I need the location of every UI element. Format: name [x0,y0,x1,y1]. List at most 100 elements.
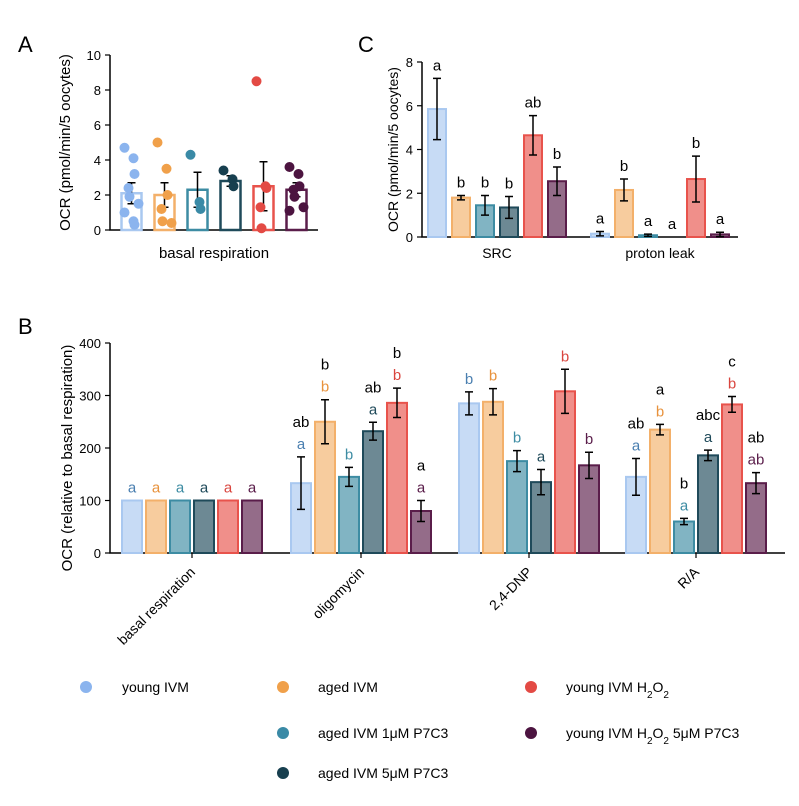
panel-b-bar [169,499,191,554]
panel-a-data-point [124,191,135,202]
panel-b-significance-label-black: ab [365,379,382,396]
panel-b-bar [697,454,719,555]
panel-b-significance-label-black: b [680,475,688,492]
panel-b-x-tick-label: 2,4-DNP [486,564,535,613]
panel-c-significance-label: b [505,176,513,193]
panel-a-x-axis-label: basal respiration [159,245,269,262]
panel-b-significance-label-black: c [728,354,736,371]
panel-b-significance-label-colored: a [632,438,641,455]
panel-b-significance-label-colored: b [321,379,329,396]
legend-label-young-h2o2-5um-sub1: 2 [647,736,653,747]
panel-label-a: A [18,32,33,57]
panel-b-significance-label-colored: ab [748,452,765,469]
panel-a-data-point [256,223,267,234]
panel-a-data-point [293,169,304,179]
panel-a-data-point [133,198,144,209]
panel-c-significance-label: ab [525,95,542,112]
panel-a-data-point [228,181,239,192]
panel-c-error-bar [529,114,537,156]
panel-c-error-bar [716,231,724,238]
panel-c-significance-label: b [620,158,628,175]
panel-b-error-bar [417,499,425,523]
panel-c-error-bar [505,195,513,220]
panel-b-significance-label-black: ab [628,416,645,433]
panel-b-bar [458,402,480,554]
legend-label-aged-1um: aged IVM 1μM P7C3 [318,725,448,741]
panel-c-significance-label: a [716,211,725,228]
panel-b-error-bar [513,449,521,473]
panel-b-bar [145,499,167,554]
panel-b-bar [217,499,239,554]
panel-b-significance-label-black: ab [293,414,310,431]
panel-c-significance-label: a [644,213,653,230]
panel-b-significance-label-black: a [656,381,665,398]
panel-a-chart: OCR (pmol/min/5 oocytes) basal respirati… [57,48,318,262]
panel-b-significance-label-colored: a [704,429,713,446]
panel-b-error-bar [632,457,640,496]
panel-b-error-bar [393,387,401,419]
legend: young IVM aged IVM young IVM H2O2 aged I… [80,679,739,781]
legend-label-young-h2o2-5um-part3: 5μM P7C3 [669,725,740,741]
panel-a-data-point [123,183,134,193]
panel-b-significance-label-colored: a [297,436,306,453]
panel-b-error-bar [345,466,353,488]
panel-b-significance-label-colored: b [513,430,521,447]
panel-b-bar [241,499,263,554]
legend-marker-young-ivm [80,681,92,693]
panel-b-error-bar [656,423,664,436]
panel-a-data-point [289,191,300,202]
panel-b-x-tick-label: R/A [674,563,702,591]
legend-label-young-ivm: young IVM [122,679,189,695]
panel-b-error-bar [369,421,377,441]
legend-label-young-h2o2-5um-sub2: 2 [663,736,669,747]
panel-b-significance-label-colored: a [224,480,233,497]
panel-b-significance-label-colored: a [248,480,257,497]
panel-c-significance-label: b [457,174,465,191]
panel-c-significance-label: b [692,135,700,152]
panel-c-significance-label: b [481,174,489,191]
legend-label-aged-ivm: aged IVM [318,679,378,695]
panel-b-significance-label-black: b [321,357,329,374]
panel-a-data-point [129,219,140,230]
panel-b-significance-label-colored: a [176,480,185,497]
legend-label-young-h2o2-sub1: 2 [647,690,653,701]
panel-a-data-point [218,165,229,176]
panel-b-significance-label-colored: b [393,367,401,384]
panel-c-error-bar [596,230,604,237]
legend-label-young-h2o2-sub2: 2 [663,690,669,701]
panel-a-y-tick-label: 2 [94,188,101,203]
panel-c-y-axis-label: OCR (pmol/min/5 oocytes) [385,67,401,232]
legend-marker-aged-ivm [277,681,289,693]
legend-label-young-h2o2-5um-part2: O [653,725,664,741]
panel-b-significance-label-colored: a [537,449,546,466]
panel-c-bar [451,196,471,238]
panel-c-error-bar [481,194,489,216]
panel-b-significance-label-colored: b [585,431,593,448]
panel-b-significance-label-colored: a [200,480,209,497]
legend-label-aged-5um: aged IVM 5μM P7C3 [318,765,448,781]
panel-a-data-point [298,202,309,213]
panel-c-error-bar [433,77,441,141]
panel-a-y-tick-label: 6 [94,118,101,133]
panel-a-data-point [261,183,272,193]
panel-b-significance-label-black: b [393,345,401,362]
panel-b-significance-label-black: ab [748,430,765,447]
panel-b-significance-label-colored: b [561,348,569,365]
panel-b-error-bar [585,451,593,480]
panel-b-significance-label-colored: b [728,376,736,393]
panel-b-error-bar [297,456,305,511]
panel-b-significance-label-colored: b [465,371,473,388]
panel-b-bar [338,475,360,554]
panel-b-bar [362,430,384,555]
panel-b-bar [482,400,504,554]
panel-b-error-bar [465,391,473,416]
panel-a-data-point [156,204,167,214]
legend-marker-aged-5um [277,767,289,779]
panel-b-chart: OCR (relative to basal respiration) 0 100… [59,336,785,648]
panel-b-bar [554,390,576,554]
panel-a-y-tick-label: 10 [87,48,101,63]
panel-b-significance-label-colored: b [489,368,497,385]
panel-a-data-point [161,163,172,174]
panel-c-error-bar [692,155,700,203]
